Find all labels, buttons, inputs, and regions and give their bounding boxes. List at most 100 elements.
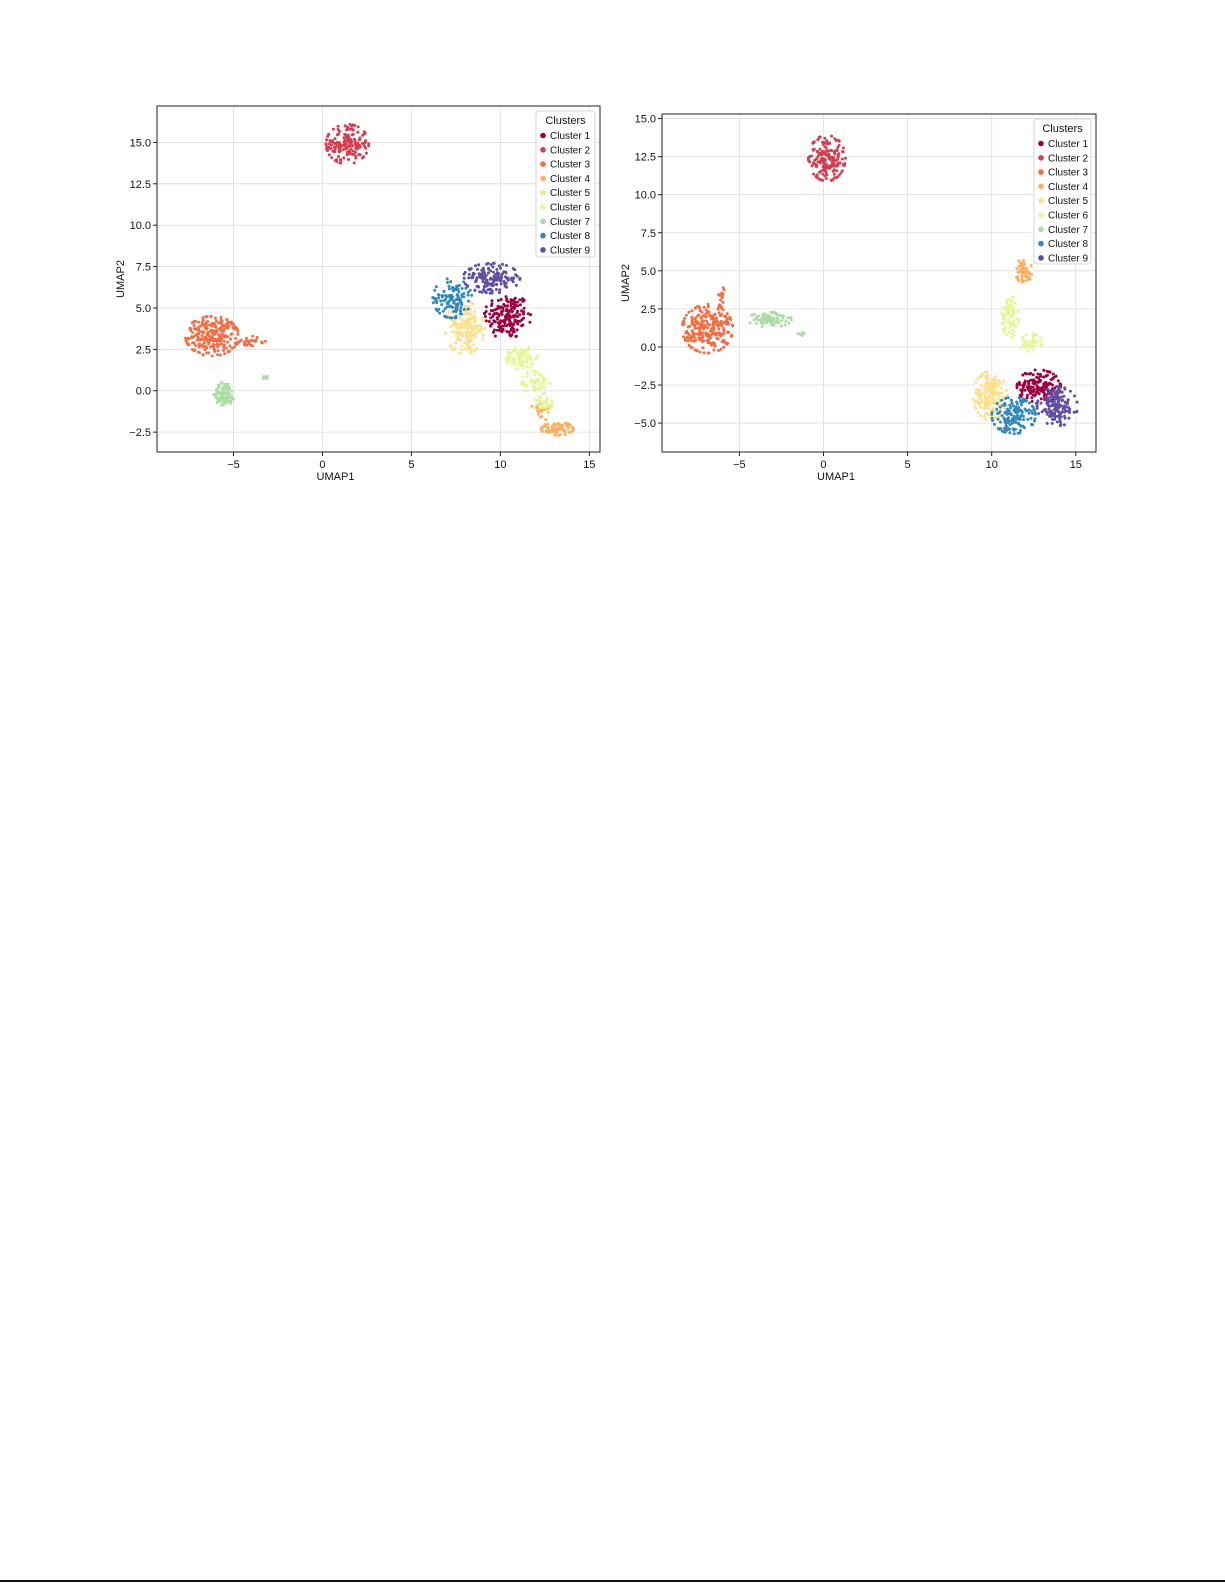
data-point xyxy=(210,354,214,358)
data-point xyxy=(456,304,460,308)
data-point xyxy=(823,163,827,167)
data-point xyxy=(1022,259,1025,263)
data-point xyxy=(1062,423,1066,427)
data-point xyxy=(480,290,484,294)
data-point xyxy=(1053,412,1056,416)
data-point xyxy=(991,395,995,399)
legend-title: Clusters xyxy=(545,115,586,127)
data-point xyxy=(728,315,732,319)
data-point xyxy=(1011,306,1015,310)
data-point xyxy=(500,305,503,309)
data-point xyxy=(1010,328,1014,332)
data-point xyxy=(226,386,229,390)
data-point xyxy=(245,336,248,340)
data-point xyxy=(689,345,693,349)
data-point xyxy=(463,312,467,316)
data-point xyxy=(995,407,999,411)
data-point xyxy=(473,288,477,292)
data-point xyxy=(550,404,554,408)
data-point xyxy=(210,335,214,339)
data-point xyxy=(214,392,218,396)
data-point xyxy=(1017,318,1020,321)
data-point xyxy=(695,348,699,352)
data-point xyxy=(758,318,762,322)
data-point xyxy=(229,399,233,403)
data-point xyxy=(463,347,467,351)
data-point xyxy=(333,147,337,151)
data-point xyxy=(1039,397,1043,401)
data-point xyxy=(1003,320,1006,324)
data-point xyxy=(779,314,783,318)
data-point xyxy=(1009,413,1013,417)
data-point xyxy=(986,403,990,407)
data-point xyxy=(512,327,515,331)
data-point xyxy=(1060,395,1063,399)
y-tick-label: 5.0 xyxy=(641,266,656,278)
data-point xyxy=(1022,418,1026,422)
data-point xyxy=(231,397,235,401)
data-point xyxy=(770,323,774,327)
data-point xyxy=(827,149,831,153)
data-point xyxy=(444,331,448,335)
data-point xyxy=(511,323,515,327)
data-point xyxy=(1059,423,1063,426)
data-point xyxy=(456,297,459,301)
data-point xyxy=(1018,396,1022,400)
data-point xyxy=(522,312,525,316)
data-point xyxy=(226,382,230,386)
data-point xyxy=(980,374,984,378)
data-point xyxy=(841,163,845,167)
data-point xyxy=(694,338,697,342)
data-point xyxy=(490,289,494,293)
data-point xyxy=(717,327,721,331)
data-point xyxy=(433,297,437,301)
data-point xyxy=(215,400,219,404)
data-point xyxy=(995,402,999,405)
data-point xyxy=(756,318,760,322)
data-point xyxy=(452,320,456,324)
legend-marker xyxy=(1038,226,1044,233)
data-point xyxy=(325,146,328,150)
data-point xyxy=(492,328,496,332)
x-axis-title: UMAP1 xyxy=(817,471,855,483)
data-point xyxy=(499,282,503,286)
data-point xyxy=(1006,407,1010,411)
data-point xyxy=(1036,388,1040,392)
data-point xyxy=(533,404,536,408)
data-point xyxy=(1015,400,1019,404)
data-point xyxy=(489,276,493,280)
data-point xyxy=(1029,264,1033,268)
data-point xyxy=(689,336,693,340)
data-point xyxy=(206,319,210,323)
data-point xyxy=(215,396,218,400)
data-point xyxy=(1012,416,1016,420)
data-point xyxy=(495,316,499,320)
y-tick-label: 10.0 xyxy=(635,190,656,202)
data-point xyxy=(454,306,458,310)
data-point xyxy=(502,324,506,328)
data-point xyxy=(345,150,349,154)
data-point xyxy=(197,327,201,331)
data-point xyxy=(1021,373,1025,377)
data-point xyxy=(455,293,459,297)
data-point xyxy=(827,152,831,156)
data-point xyxy=(520,324,524,328)
data-point xyxy=(470,293,474,297)
data-point xyxy=(218,340,222,344)
data-point xyxy=(542,399,546,403)
data-point xyxy=(1018,345,1022,349)
data-point xyxy=(1004,333,1008,337)
legend-marker xyxy=(1038,140,1044,147)
data-point xyxy=(720,340,724,344)
data-point xyxy=(518,360,522,364)
data-point xyxy=(1019,261,1023,265)
data-point xyxy=(836,146,840,149)
legend-label: Cluster 1 xyxy=(550,131,590,142)
data-point xyxy=(722,329,726,333)
data-point xyxy=(694,316,698,320)
data-point xyxy=(983,388,987,392)
data-point xyxy=(481,337,484,341)
data-point xyxy=(516,304,520,308)
data-point xyxy=(818,170,821,174)
data-point xyxy=(1055,405,1059,409)
